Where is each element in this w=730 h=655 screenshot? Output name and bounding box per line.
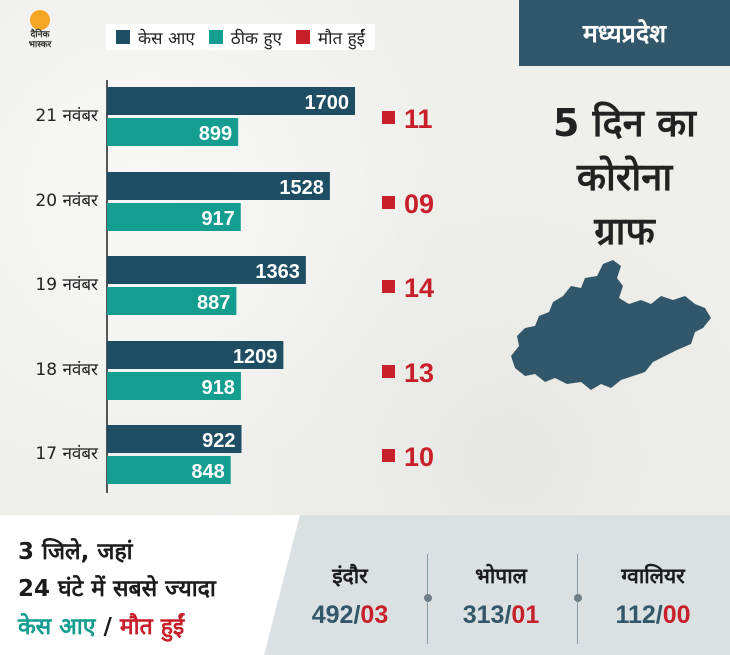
cases-bar (107, 256, 306, 284)
deaths-label: 13 (404, 358, 434, 388)
city-divider-2 (574, 554, 582, 644)
legend-label-deaths: मौत हुईं (317, 28, 365, 49)
cases-bar (107, 425, 242, 453)
graph-title-line-3: ग्राफ (594, 209, 655, 253)
city-slash-bhopal: / (504, 601, 512, 629)
recovered-bar-label: 887 (197, 292, 230, 314)
legend-item-deaths: मौत हुईं (295, 26, 365, 49)
cases-bar (107, 341, 284, 369)
deaths-marker (382, 449, 395, 462)
cases-bar-label: 1528 (279, 177, 324, 199)
state-title: मध्यप्रदेश (519, 0, 730, 66)
deaths-label: 11 (404, 104, 433, 134)
city-value-gwalior: 112/00 (583, 601, 723, 630)
city-value-bhopal: 313/01 (431, 601, 571, 630)
headline-deaths: मौत हुईं (119, 614, 185, 640)
legend-swatch-cases (116, 30, 130, 44)
recovered-bar-label: 848 (191, 461, 224, 483)
cases-bar (107, 87, 355, 115)
legend-item-cases: केस आए (116, 26, 195, 49)
recovered-bar (107, 203, 241, 231)
deaths-label: 10 (404, 442, 434, 472)
date-label: 21 नवंबर (35, 106, 99, 126)
cases-bar-label: 1700 (305, 92, 350, 114)
city-cases-gwalior: 112 (615, 601, 656, 629)
date-label: 18 नवंबर (35, 360, 99, 380)
headline-line-1: 3 जिले, जहां (18, 539, 133, 565)
city-cases-bhopal: 313 (462, 601, 505, 629)
recovered-bar-label: 899 (199, 123, 232, 145)
cases-bar-label: 1209 (233, 346, 278, 368)
city-cases-indore: 492 (311, 601, 354, 629)
city-name-bhopal: भोपाल (475, 564, 527, 588)
city-deaths-bhopal: 01 (511, 601, 540, 629)
headline-cases: केस आए (18, 614, 96, 640)
headline-line-3: केस आए / मौत हुईं (18, 609, 184, 641)
cases-bar-label: 1363 (255, 261, 300, 283)
divider-dot (574, 594, 582, 602)
logo-sun-icon (30, 10, 50, 30)
deaths-marker (382, 365, 395, 378)
recovered-bar (107, 287, 237, 315)
deaths-marker (382, 196, 395, 209)
city-name-gwalior: ग्वालियर (621, 564, 685, 588)
date-label: 17 नवंबर (35, 444, 99, 464)
legend-label-cases: केस आए (138, 28, 195, 49)
recovered-bar-label: 917 (201, 208, 234, 230)
cases-bar (107, 172, 330, 200)
recovered-bar-label: 918 (202, 377, 235, 399)
divider-dot (424, 594, 432, 602)
logo-line-1: दैनिक (30, 30, 50, 40)
graph-title-line-1: 5 दिन का (552, 101, 697, 145)
city-name-indore: इंदौर (332, 564, 368, 588)
graph-title: 5 दिन का कोरोना ग्राफ (519, 96, 730, 258)
dainik-bhaskar-logo: दैनिक भास्कर (14, 10, 66, 52)
city-deaths-indore: 03 (360, 601, 389, 629)
city-value-indore: 492/03 (280, 601, 420, 630)
graph-title-line-2: कोरोना (576, 155, 673, 199)
city-slash-gwalior: / (655, 601, 663, 629)
headline-separator: / (95, 614, 120, 640)
recovered-bar (107, 372, 241, 400)
legend-item-recovered: ठीक हुए (208, 26, 282, 49)
madhya-pradesh-map-icon (511, 260, 711, 390)
legend-swatch-deaths (295, 30, 310, 44)
date-label: 19 नवंबर (35, 275, 99, 295)
legend-swatch-recovered (208, 30, 223, 44)
logo-line-2: भास्कर (28, 40, 52, 50)
headline-line-2: 24 घंटे में सबसे ज्यादा (18, 576, 216, 602)
deaths-marker (382, 111, 395, 124)
cases-bar-label: 922 (202, 430, 235, 452)
city-deaths-gwalior: 00 (662, 601, 691, 629)
chart-legend: केस आए ठीक हुए मौत हुईं (106, 24, 375, 50)
bottom-headline-panel (0, 515, 300, 655)
deaths-marker (382, 280, 395, 293)
city-slash-indore: / (353, 601, 361, 629)
date-label: 20 नवंबर (35, 191, 99, 211)
legend-label-recovered: ठीक हुए (230, 28, 282, 49)
recovered-bar (107, 456, 231, 484)
recovered-bar (107, 118, 239, 146)
deaths-label: 09 (404, 189, 434, 219)
bar-chart: 21 नवंबर 1700 899 11 20 नवंबर 1528 917 09 19 नवं… (35, 80, 434, 493)
city-divider-1 (424, 554, 432, 644)
deaths-label: 14 (404, 273, 434, 303)
